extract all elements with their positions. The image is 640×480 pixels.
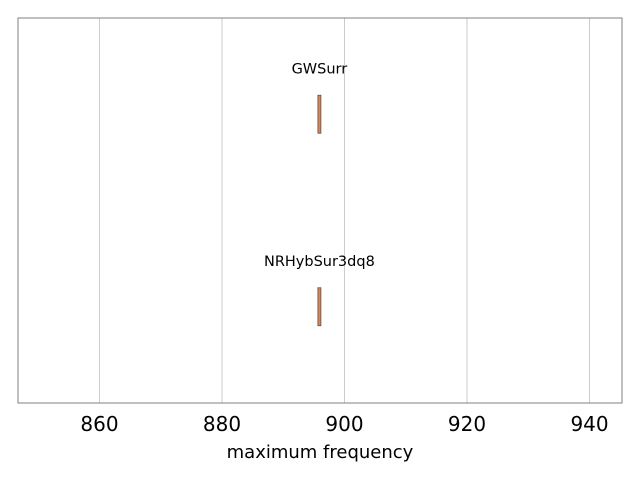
x-tick-label: 920 bbox=[448, 412, 486, 436]
series-label: GWSurr bbox=[292, 61, 348, 77]
box-mark bbox=[317, 94, 322, 134]
x-tick-label: 900 bbox=[325, 412, 363, 436]
box-mark bbox=[317, 287, 322, 327]
x-axis-label: maximum frequency bbox=[227, 442, 414, 463]
series-label: NRHybSur3dq8 bbox=[264, 254, 375, 270]
series-labels: GWSurr NRHybSur3dq8 bbox=[264, 61, 375, 270]
box-marks bbox=[317, 94, 322, 327]
plot-frame bbox=[17, 17, 623, 404]
x-gridlines bbox=[98, 18, 591, 403]
x-tick-label: 860 bbox=[80, 412, 118, 436]
x-tick-labels: 860 880 900 920 940 bbox=[80, 412, 608, 436]
x-tick-label: 940 bbox=[570, 412, 608, 436]
x-tick-label: 880 bbox=[203, 412, 241, 436]
